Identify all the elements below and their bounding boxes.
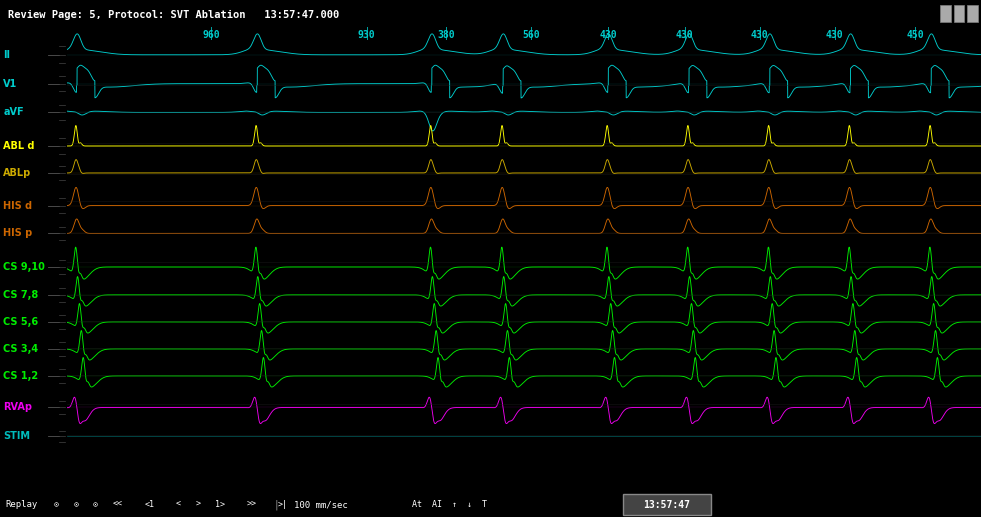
Text: CS 9,10: CS 9,10 <box>3 262 45 272</box>
Text: <: < <box>176 500 181 509</box>
Text: CS 1,2: CS 1,2 <box>3 371 38 381</box>
Text: Review Page: 5, Protocol: SVT Ablation   13:57:47.000: Review Page: 5, Protocol: SVT Ablation 1… <box>8 10 339 20</box>
Bar <box>954 5 964 22</box>
Text: 450: 450 <box>906 29 924 40</box>
Text: CS 5,6: CS 5,6 <box>3 317 38 327</box>
Text: CS 3,4: CS 3,4 <box>3 344 38 354</box>
Text: ⊙: ⊙ <box>93 500 98 509</box>
Text: V1: V1 <box>3 79 18 88</box>
Text: 430: 430 <box>826 29 844 40</box>
Bar <box>967 5 978 22</box>
Text: Replay: Replay <box>5 500 37 509</box>
Text: 13:57:47: 13:57:47 <box>644 499 691 510</box>
Text: II: II <box>3 50 11 60</box>
Text: STIM: STIM <box>3 431 30 442</box>
Text: 430: 430 <box>599 29 617 40</box>
Text: ⊙: ⊙ <box>54 500 59 509</box>
Text: RVAp: RVAp <box>3 403 32 413</box>
Text: |: | <box>275 499 279 510</box>
Bar <box>940 5 951 22</box>
Text: 380: 380 <box>438 29 455 40</box>
Text: At  AI  ↑  ↓  T: At AI ↑ ↓ T <box>412 500 487 509</box>
Text: 430: 430 <box>676 29 694 40</box>
Text: HIS p: HIS p <box>3 229 32 238</box>
Text: <1: <1 <box>144 500 154 509</box>
Text: 430: 430 <box>750 29 768 40</box>
Text: CS 7,8: CS 7,8 <box>3 290 38 300</box>
Text: aVF: aVF <box>3 108 24 117</box>
Text: HIS d: HIS d <box>3 201 32 210</box>
Text: ABLp: ABLp <box>3 168 31 178</box>
Text: 560: 560 <box>522 29 540 40</box>
Bar <box>623 494 711 515</box>
Text: 100 mm/sec: 100 mm/sec <box>294 500 348 509</box>
Text: 1>: 1> <box>215 500 225 509</box>
Text: >>: >> <box>246 500 256 509</box>
Text: <<: << <box>113 500 123 509</box>
Text: ABL d: ABL d <box>3 141 35 151</box>
Text: 930: 930 <box>358 29 376 40</box>
Text: >|: >| <box>278 500 287 509</box>
Text: ⊙: ⊙ <box>74 500 78 509</box>
Text: 960: 960 <box>202 29 220 40</box>
Text: >: > <box>195 500 200 509</box>
